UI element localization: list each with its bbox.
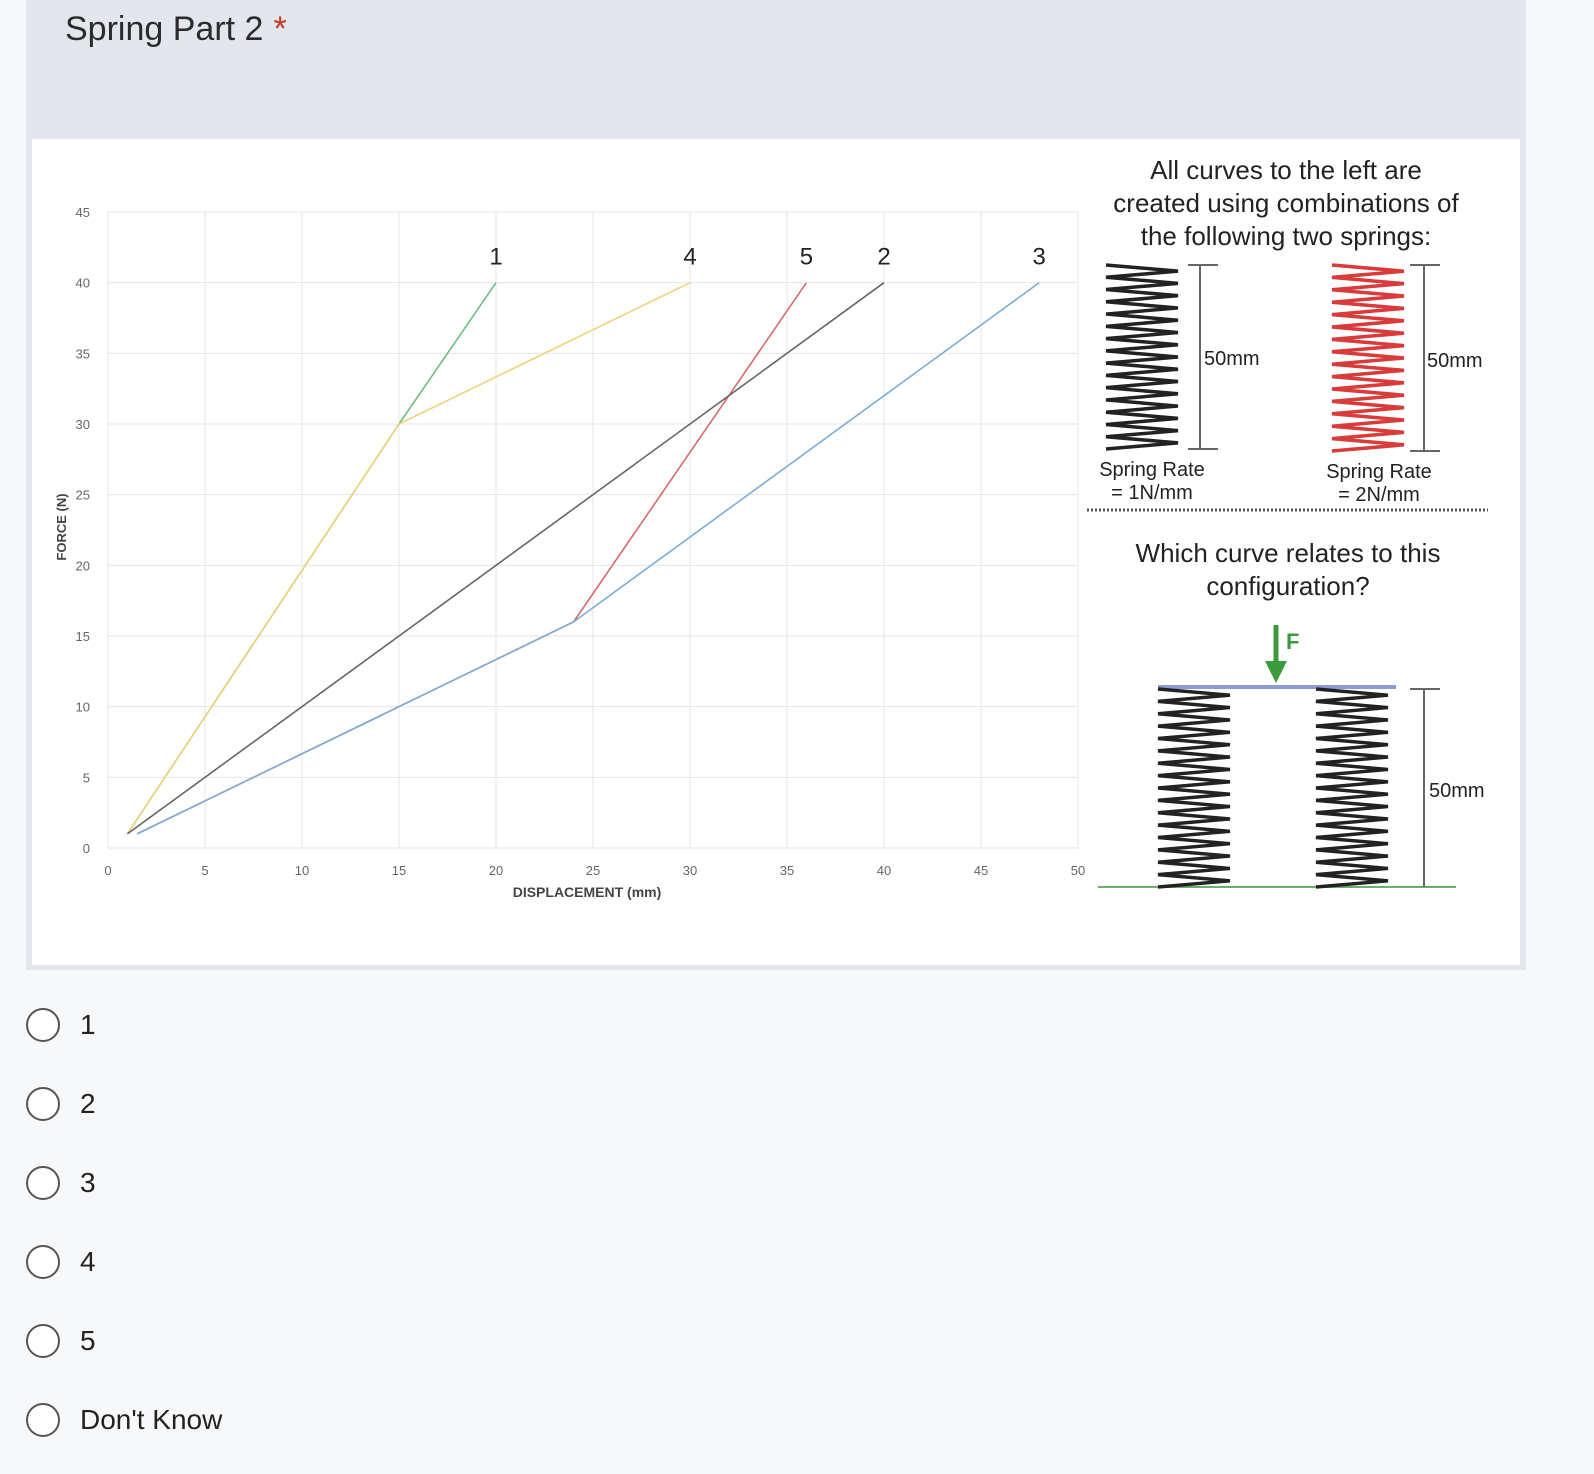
option-dont-know[interactable]: Don't Know [26, 1395, 426, 1445]
radio-button[interactable] [26, 1087, 60, 1121]
force-arrow: F [1265, 625, 1299, 683]
y-tick-label: 40 [76, 276, 90, 291]
series-line-3 [136, 282, 1040, 835]
question-card: Spring Part 2 * 0 5 10 15 20 25 30 35 40 45 0 5 10 15… [26, 0, 1526, 970]
force-label: F [1286, 629, 1299, 654]
radio-button[interactable] [26, 1324, 60, 1358]
question-figure: 0 5 10 15 20 25 30 35 40 45 0 5 10 15 20 25 30 35 40 45 50 … [32, 139, 1520, 965]
spring-a: 50mm Spring Rate = 1N/mm [1099, 263, 1260, 504]
spring-b-length: 50mm [1427, 350, 1483, 372]
spring-b: 50mm Spring Rate = 2N/mm [1326, 263, 1483, 506]
x-tick-label: 50 [1071, 863, 1085, 878]
option-5[interactable]: 5 [26, 1316, 426, 1366]
series-label-3: 3 [1033, 244, 1046, 271]
radio-button[interactable] [26, 1008, 60, 1042]
x-axis-label: DISPLACEMENT (mm) [513, 884, 662, 900]
x-tick-label: 15 [392, 863, 406, 878]
config-spring-left [1157, 687, 1231, 889]
question-title: Spring Part 2 * [65, 10, 287, 49]
x-tick-label: 20 [489, 863, 503, 878]
series-line-2 [126, 282, 885, 835]
option-label: Don't Know [80, 1404, 223, 1435]
radio-button[interactable] [26, 1403, 60, 1437]
series-line-5 [136, 282, 808, 835]
series-label-1: 1 [489, 244, 502, 271]
intro-line-1: All curves to the left are [1150, 155, 1422, 185]
spring-a-length: 50mm [1204, 348, 1260, 370]
x-tick-label: 35 [780, 863, 794, 878]
y-tick-label: 45 [76, 205, 90, 220]
x-tick-label: 40 [877, 863, 891, 878]
y-tick-label: 10 [76, 700, 90, 715]
x-tick-label: 25 [586, 863, 600, 878]
force-arrow-head [1265, 661, 1287, 683]
x-tick-label: 5 [201, 863, 208, 878]
option-1[interactable]: 1 [26, 1000, 426, 1050]
question-line-2: configuration? [1206, 571, 1369, 601]
x-tick-label: 45 [974, 863, 988, 878]
series-label-2: 2 [877, 244, 890, 271]
spring-a-rate-line-1: Spring Rate [1099, 459, 1205, 481]
spring-a-rate-line-2: = 1N/mm [1111, 482, 1193, 504]
x-tick-label: 0 [104, 863, 111, 878]
option-3[interactable]: 3 [26, 1158, 426, 1208]
y-tick-label: 0 [83, 841, 90, 856]
config-spring-right [1315, 687, 1389, 889]
y-tick-label: 25 [76, 488, 90, 503]
radio-button[interactable] [26, 1245, 60, 1279]
option-4[interactable]: 4 [26, 1237, 426, 1287]
series-label-4: 4 [683, 244, 696, 271]
intro-line-2: created using combinations of [1113, 188, 1459, 218]
option-label: 4 [80, 1246, 96, 1277]
y-tick-label: 5 [83, 770, 90, 785]
required-marker: * [273, 10, 287, 48]
series-label-5: 5 [800, 244, 813, 271]
spring-b-rate-line-1: Spring Rate [1326, 461, 1432, 483]
configuration-question: Which curve relates to this configuratio… [1136, 538, 1441, 601]
x-tick-label: 10 [295, 863, 309, 878]
option-label: 1 [80, 1009, 96, 1040]
y-tick-label: 15 [76, 629, 90, 644]
y-tick-label: 35 [76, 346, 90, 361]
series-line-4 [126, 281, 691, 835]
intro-line-3: the following two springs: [1141, 221, 1431, 251]
chart-grid [107, 211, 1079, 849]
option-label: 5 [80, 1325, 96, 1356]
y-tick-label: 20 [76, 558, 90, 573]
question-line-1: Which curve relates to this [1136, 538, 1441, 568]
y-axis-label: FORCE (N) [54, 493, 69, 560]
question-title-text: Spring Part 2 [65, 10, 264, 48]
option-label: 3 [80, 1167, 96, 1198]
y-tick-labels: 0 5 10 15 20 25 30 35 40 45 [76, 205, 90, 856]
y-tick-label: 30 [76, 417, 90, 432]
config-length: 50mm [1429, 780, 1485, 802]
radio-button[interactable] [26, 1166, 60, 1200]
config-dimension: 50mm [1410, 688, 1485, 887]
spring-b-rate-line-2: = 2N/mm [1338, 484, 1420, 506]
chart-series [126, 281, 1040, 835]
option-label: 2 [80, 1088, 96, 1119]
spring-a-coil [1105, 263, 1179, 451]
x-tick-labels: 0 5 10 15 20 25 30 35 40 45 50 [104, 863, 1085, 878]
intro-text: All curves to the left are created using… [1113, 155, 1459, 251]
x-tick-label: 30 [683, 863, 697, 878]
option-2[interactable]: 2 [26, 1079, 426, 1129]
series-labels: 1 4 5 2 3 [489, 244, 1046, 271]
spring-b-coil [1331, 263, 1405, 453]
